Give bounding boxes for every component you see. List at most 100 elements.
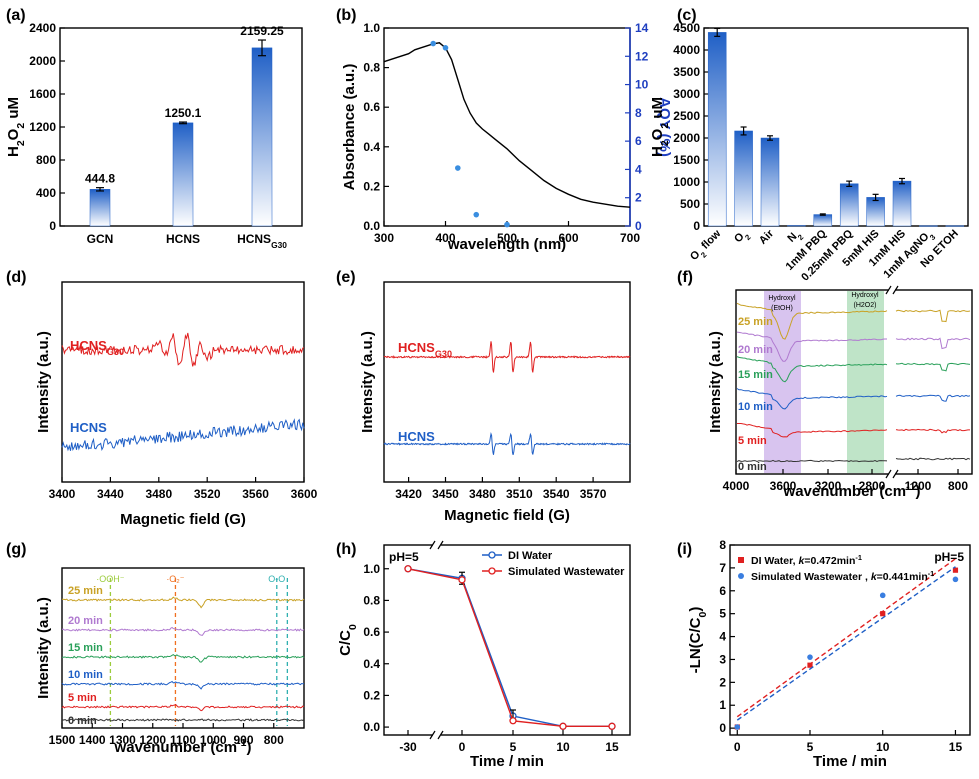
data-point bbox=[879, 592, 886, 599]
x-tick-label: 15 bbox=[605, 740, 619, 754]
y-axis-label-part: C/C bbox=[337, 630, 354, 656]
series-label: 25 min bbox=[68, 585, 103, 597]
legend-label: Simulated Wastewater , k=0.441min-1 bbox=[751, 569, 934, 584]
legend-label-part: -1 bbox=[855, 553, 862, 562]
series-label: 20 min bbox=[738, 344, 773, 356]
panel-a: (a) 0 400 800 1200 1600 2000 2400 444.8 GCN 1250.1… bbox=[5, 7, 303, 250]
y-axis-label-part: ) bbox=[687, 607, 704, 612]
series-label: HCNS bbox=[70, 420, 107, 435]
panel-label: (i) bbox=[677, 541, 692, 558]
annotation: pH=5 bbox=[389, 550, 419, 564]
y-tick-label: 0.8 bbox=[363, 61, 380, 75]
series-label: 0 min bbox=[68, 715, 97, 727]
x-tick-label: 1200 bbox=[139, 733, 166, 747]
x-tick-label: 4000 bbox=[723, 479, 750, 493]
x-tick-label: 3570 bbox=[580, 487, 607, 501]
data-point bbox=[952, 576, 959, 583]
y2-tick-label: 10 bbox=[635, 78, 649, 92]
data-point bbox=[509, 717, 517, 725]
y-tick-label: 500 bbox=[680, 197, 700, 211]
x-tick-label: GCN bbox=[87, 232, 114, 246]
aqy-point bbox=[442, 45, 449, 51]
x-axis-label: Magnetic field (G) bbox=[120, 511, 246, 528]
series-label: 0 min bbox=[738, 461, 767, 473]
x-tick-label: 10 bbox=[556, 740, 570, 754]
series-line-left bbox=[736, 388, 888, 410]
series-line bbox=[61, 626, 305, 636]
y-tick-label: 1 bbox=[719, 698, 726, 712]
x-tick-label: 3520 bbox=[194, 487, 221, 501]
band-label: Hydroxyl bbox=[851, 292, 879, 299]
x-tick-label-part: flow bbox=[697, 227, 724, 254]
panel-label: (a) bbox=[6, 7, 26, 24]
axis-break-mask bbox=[433, 731, 441, 739]
x-tick-label: 3540 bbox=[543, 487, 570, 501]
x-tick-label: 600 bbox=[558, 231, 578, 245]
x-tick-label: 1100 bbox=[170, 733, 196, 747]
x-tick-label-part: 2 bbox=[699, 250, 708, 259]
y2-tick-label: 0 bbox=[635, 219, 642, 233]
y2-tick-label: 4 bbox=[635, 162, 642, 176]
series-line-left bbox=[736, 302, 888, 340]
y2-tick-label: 8 bbox=[635, 106, 642, 120]
y2-axis-label: AQY (%) bbox=[656, 97, 673, 157]
series-label: 5 min bbox=[68, 692, 97, 704]
axis-break bbox=[437, 730, 444, 740]
panel-g: (g) 1500 1400 1300 1200 1100 1000 900 800 ·OOH⁻ ·O… bbox=[6, 541, 305, 756]
y-tick-label: 1600 bbox=[29, 87, 56, 101]
x-tick-label: 5 bbox=[510, 740, 517, 754]
y-tick-label: 5 bbox=[719, 607, 726, 621]
x-tick-label: HCNS bbox=[166, 232, 200, 246]
plot-frame bbox=[383, 27, 631, 227]
y-tick-label: 0.8 bbox=[363, 593, 380, 607]
aqy-point bbox=[504, 221, 510, 228]
y-axis-label-part: 0 bbox=[697, 612, 709, 618]
y-axis-label-part: -LN(C/C bbox=[687, 617, 704, 673]
y-tick-label: 0 bbox=[693, 219, 700, 233]
x-tick-label: N2 bbox=[785, 228, 805, 248]
band-sublabel: (EtOH) bbox=[771, 305, 793, 312]
y-tick-label: 0.0 bbox=[363, 219, 380, 233]
panel-f: (f) Hydroxyl (EtOH) Hydroxyl (H2O2) 4000 3600 3… bbox=[677, 269, 973, 500]
x-tick-label-part: HCNS bbox=[237, 232, 271, 246]
aqy-point bbox=[430, 40, 437, 47]
legend-swatch-point bbox=[488, 551, 496, 559]
y-axis-label-part: Intensity (a.u.) bbox=[35, 331, 52, 433]
x-tick-label: 3480 bbox=[469, 487, 496, 501]
plot-frame bbox=[61, 281, 305, 483]
x-tick-label: 300 bbox=[374, 231, 394, 245]
x-tick-label-part: HCNS bbox=[166, 232, 200, 246]
x-tick-label: 800 bbox=[948, 479, 968, 493]
series-label: HCNSG30 bbox=[70, 338, 124, 357]
x-tick-label: 3510 bbox=[506, 487, 533, 501]
axis-break bbox=[885, 285, 892, 295]
bar bbox=[892, 180, 912, 227]
x-tick-label: 3200 bbox=[815, 479, 842, 493]
series-line-right bbox=[895, 394, 971, 402]
x-tick-label: 800 bbox=[264, 733, 284, 747]
fit-line bbox=[736, 566, 956, 721]
y-tick-label: 3000 bbox=[673, 87, 700, 101]
x-tick-label: 2800 bbox=[859, 479, 886, 493]
y-axis-label-part: Intensity (a.u.) bbox=[35, 597, 52, 699]
x-tick-label: 3600 bbox=[770, 479, 797, 493]
series-label: 10 min bbox=[68, 669, 103, 681]
x-tick-label: 900 bbox=[233, 733, 253, 747]
panel-d: (d)3400 3440 3480 3520 3560 3600HCNSG30HCNSMa… bbox=[6, 269, 318, 528]
x-tick-label-part: 3 bbox=[928, 232, 937, 241]
series-line-right bbox=[895, 428, 970, 434]
series-label-part: G30 bbox=[435, 349, 452, 359]
x-tick-label: 500 bbox=[497, 231, 517, 245]
data-point bbox=[559, 722, 567, 730]
y-tick-label: 8 bbox=[719, 538, 726, 552]
band-h2o2 bbox=[847, 291, 884, 473]
y-tick-label: 1.0 bbox=[363, 21, 380, 35]
series-line bbox=[61, 680, 304, 690]
y-axis-label: Intensity (a.u.) bbox=[35, 597, 52, 699]
data-label: 2159.25 bbox=[240, 24, 284, 38]
legend-swatch bbox=[738, 557, 744, 563]
y-tick-label: 0.4 bbox=[363, 140, 380, 154]
x-tick-label-part: Air bbox=[757, 227, 777, 247]
y-axis-label: H2O2 uM bbox=[649, 97, 671, 157]
